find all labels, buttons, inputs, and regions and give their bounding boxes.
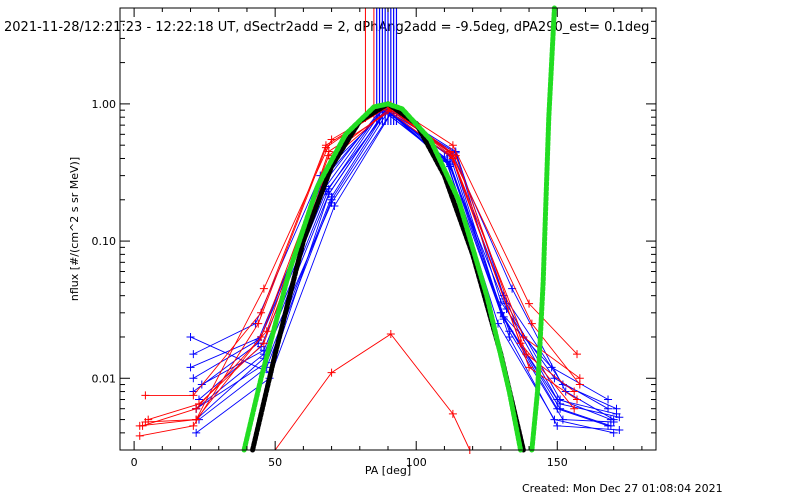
x-tick-label: 50	[268, 456, 282, 469]
red-series-line-1	[139, 104, 578, 427]
red-data-point	[516, 339, 525, 348]
axes-group: 0 50 100 150 1.00 0.10 0.01	[92, 8, 656, 469]
blue-data-point	[604, 395, 613, 404]
blue-data-point	[499, 315, 508, 324]
red-data-point	[573, 350, 582, 359]
red-data-point	[189, 421, 198, 430]
red-series-line-4	[148, 109, 578, 420]
y-tick-label: 0.10	[92, 235, 117, 248]
created-timestamp: Created: Mon Dec 27 01:08:04 2021	[522, 482, 723, 495]
red-data-point	[192, 415, 201, 424]
blue-data-point	[189, 374, 198, 383]
red-data-point	[519, 332, 528, 341]
blue-data-point	[446, 160, 455, 169]
blue-data-point	[189, 350, 198, 359]
red-data-point	[257, 332, 266, 341]
blue-data-point	[186, 363, 195, 372]
blue-data-point	[324, 190, 333, 199]
green-fit-curve-steep	[529, 5, 557, 453]
red-data-point	[448, 409, 457, 418]
red-data-point	[522, 350, 531, 359]
x-axis-label: PA [deg]	[365, 464, 411, 477]
red-data-point	[570, 404, 579, 413]
blue-data-point	[327, 198, 336, 207]
blue-data-point	[550, 415, 559, 424]
x-tick-label: 100	[406, 456, 427, 469]
blue-series-line-11	[195, 112, 614, 423]
blue-data-point	[553, 421, 562, 430]
red-data-point	[573, 395, 582, 404]
blue-series-line-4	[190, 106, 617, 410]
red-data-point	[321, 143, 330, 152]
blue-data-point	[615, 413, 624, 422]
blue-data-point	[615, 425, 624, 434]
chart-title: 2021-11-28/12:21:23 - 12:22:18 UT, dSect…	[4, 20, 649, 35]
red-data-point	[254, 319, 263, 328]
green-fit-curve-main	[241, 101, 524, 453]
x-tick-label: 0	[131, 456, 138, 469]
red-data-point	[327, 368, 336, 377]
red-data-point	[141, 391, 150, 400]
blue-data-point	[558, 415, 567, 424]
x-tick-label: 150	[547, 456, 568, 469]
red-data-point	[259, 284, 268, 293]
y-tick-label: 1.00	[92, 98, 117, 111]
red-data-point	[386, 330, 395, 339]
blue-data-point	[192, 428, 201, 437]
red-data-point	[525, 363, 534, 372]
red-data-point	[575, 380, 584, 389]
red-data-point	[262, 327, 271, 336]
series-group	[135, 101, 624, 454]
blue-data-point	[186, 332, 195, 341]
red-series-line-7	[274, 333, 471, 451]
model-curves	[241, 5, 557, 453]
red-data-point	[259, 339, 268, 348]
y-axis-label: nflux [#/(cm^2 s sr MeV)]	[68, 157, 81, 301]
red-data-point	[448, 141, 457, 150]
blue-data-point	[609, 417, 618, 426]
red-series-line-6	[145, 107, 581, 423]
red-data-point	[527, 319, 536, 328]
blue-data-point	[609, 428, 618, 437]
red-data-point	[192, 404, 201, 413]
red-data-point	[135, 431, 144, 440]
y-tick-label: 0.01	[92, 372, 117, 385]
red-data-point	[194, 399, 203, 408]
red-data-point	[448, 153, 457, 162]
red-data-point	[141, 417, 150, 426]
blue-data-point	[604, 404, 613, 413]
red-data-point	[570, 387, 579, 396]
red-data-point	[189, 391, 198, 400]
red-data-point	[525, 299, 534, 308]
blue-data-point	[556, 399, 565, 408]
